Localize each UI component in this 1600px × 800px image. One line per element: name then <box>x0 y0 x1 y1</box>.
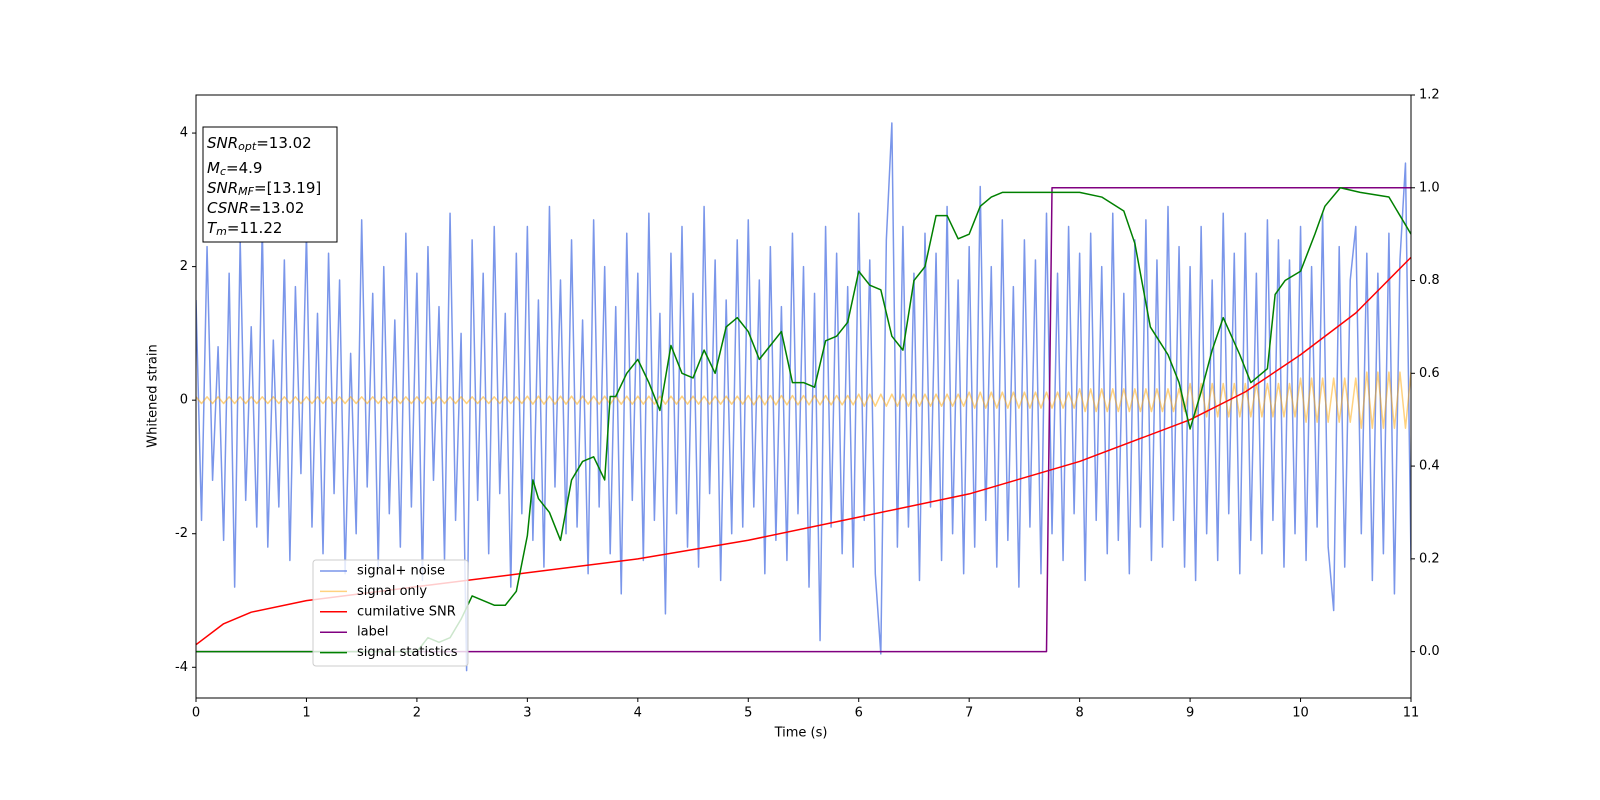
y2-tick-label: 1.0 <box>1419 180 1440 195</box>
x-tick-label: 0 <box>192 706 200 721</box>
y-tick-label: 0 <box>180 393 188 408</box>
legend-label: cumilative SNR <box>357 604 456 619</box>
annotation-text: =13.02 <box>256 134 312 152</box>
annotation: Mc=4.9 <box>207 159 262 179</box>
y2-tick-label: 0.6 <box>1419 366 1440 381</box>
y2-tick-label: 0.4 <box>1419 459 1440 474</box>
annotation-symbol: T <box>207 219 218 237</box>
x-tick-label: 1 <box>302 706 310 721</box>
y2-tick-label: 0.8 <box>1419 273 1440 288</box>
series-line <box>196 122 1411 672</box>
y-tick-label: 4 <box>180 126 188 141</box>
annotation-text: =4.9 <box>226 159 262 177</box>
annotation: Tm=11.22 <box>207 219 282 239</box>
legend-label: signal statistics <box>357 645 458 660</box>
legend-label: label <box>357 625 388 640</box>
legend-frame <box>312 559 469 667</box>
annotation-subscript: MF <box>238 185 254 198</box>
x-axis-label: Time (s) <box>774 726 828 741</box>
y-tick-label: 2 <box>180 259 188 274</box>
x-tick-label: 7 <box>965 706 973 721</box>
legend-label: signal only <box>357 584 427 599</box>
axes-frame <box>195 94 1412 699</box>
annotation-subscript: c <box>220 165 226 178</box>
annotation-symbol: SNR <box>207 134 238 152</box>
annotation-frame <box>202 126 338 243</box>
legend-label: signal+ noise <box>357 564 445 579</box>
annotation-text: =13.02 <box>249 199 305 217</box>
x-tick-label: 5 <box>744 706 752 721</box>
annotation-subscript: m <box>216 225 227 238</box>
annotation-text: =[13.19] <box>254 179 321 197</box>
y2-tick-label: 0.2 <box>1419 551 1440 566</box>
x-tick-label: 10 <box>1292 706 1309 721</box>
x-tick-label: 8 <box>1075 706 1083 721</box>
annotation: SNRopt=13.02 <box>207 134 312 154</box>
legend: signal+ noise signal only cumilative SNR la… <box>312 559 469 667</box>
x-tick-label: 3 <box>523 706 531 721</box>
y-axis-label: Whitened strain <box>146 344 161 447</box>
series-line <box>196 187 1411 653</box>
x-tick-label: 11 <box>1403 706 1420 721</box>
series-line <box>196 187 1411 653</box>
x-tick-label: 6 <box>855 706 863 721</box>
annotation-symbol: CSNR <box>207 199 249 217</box>
x-tick-label: 4 <box>634 706 642 721</box>
annotation-box: SNRopt=13.02Mc=4.9SNRMF=[13.19]CSNR=13.0… <box>202 126 338 243</box>
annotation-symbol: M <box>207 159 220 177</box>
series-line <box>196 256 1411 646</box>
annotation: SNRMF=[13.19] <box>207 179 321 199</box>
annotation-text: =11.22 <box>227 219 283 237</box>
y-tick-label: -4 <box>175 660 188 675</box>
annotation-symbol: SNR <box>207 179 238 197</box>
x-tick-label: 9 <box>1186 706 1194 721</box>
y2-tick-label: 0.0 <box>1419 644 1440 659</box>
x-tick-label: 2 <box>413 706 421 721</box>
annotation-subscript: opt <box>238 140 257 153</box>
y2-tick-label: 1.2 <box>1419 88 1440 103</box>
series-line <box>196 371 1411 429</box>
annotation: CSNR=13.02 <box>207 199 304 217</box>
y-tick-label: -2 <box>175 526 188 541</box>
